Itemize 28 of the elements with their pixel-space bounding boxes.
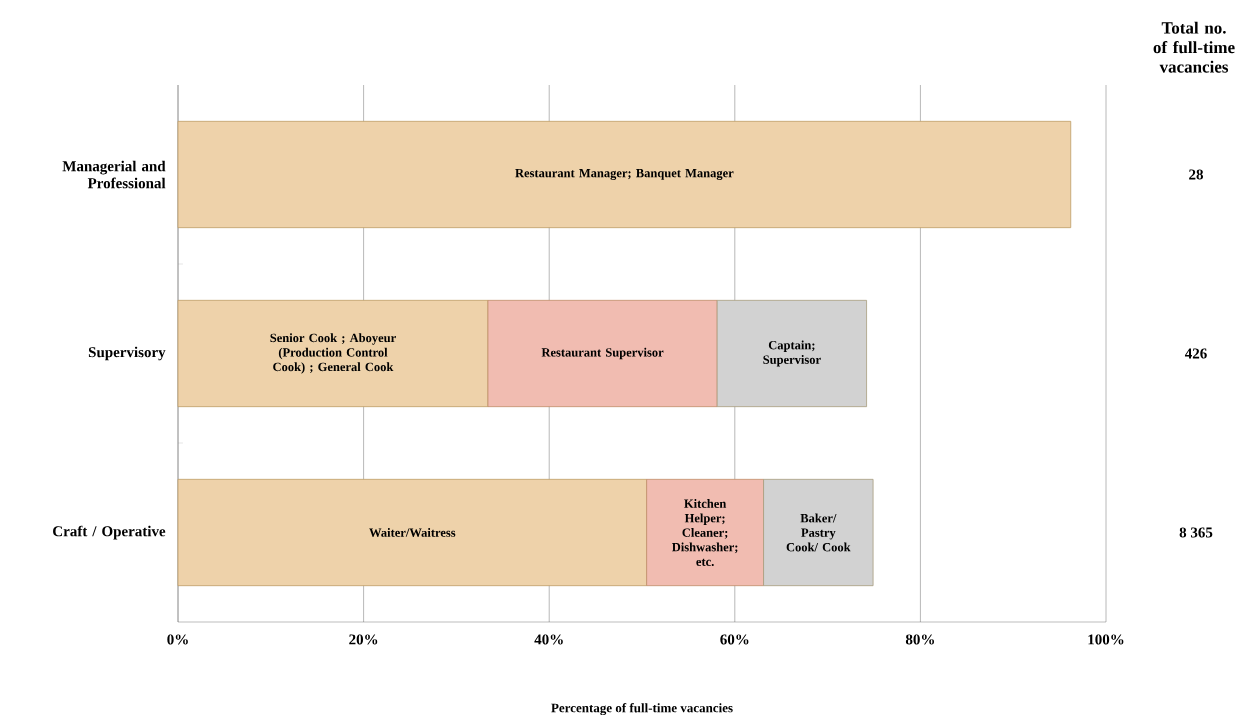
- y-tick-label: Craft / Operative: [53, 525, 166, 540]
- bar: [177, 120, 1072, 229]
- x-tick-label: 100%: [1088, 634, 1124, 645]
- bar: [716, 299, 867, 408]
- data-label: Restaurant Manager; Banquet Manager: [515, 169, 734, 180]
- data-label: Kitchen Helper; Cleaner; Dishwasher; etc.: [671, 499, 738, 566]
- bar: [177, 299, 489, 408]
- data-label: Waiter/Waitress: [369, 528, 456, 537]
- text: 28: [1189, 169, 1204, 180]
- x-tick-label: 0%: [167, 634, 188, 645]
- text: Total no. of full-time vacancies: [1153, 21, 1235, 73]
- data-label: Baker/ Pastry Cook/ Cook: [786, 513, 851, 552]
- x-tick-label: 20%: [349, 634, 378, 645]
- data-label: Captain; Supervisor: [763, 340, 821, 367]
- y-tick-label: Managerial and Professional: [62, 160, 166, 189]
- x-axis-title: Percentage of full-time vacancies: [551, 703, 733, 716]
- bar: [763, 478, 874, 587]
- x-tick-label: 80%: [905, 634, 934, 645]
- data-label: Restaurant Supervisor: [541, 347, 664, 360]
- bar: [487, 299, 718, 408]
- bar: [177, 478, 648, 587]
- y-tick-label: Supervisory: [88, 346, 166, 361]
- text: 8 365: [1179, 527, 1213, 538]
- bar: [646, 478, 764, 587]
- x-tick-label: 60%: [720, 634, 749, 645]
- x-tick-label: 40%: [534, 634, 563, 645]
- text: 426: [1184, 348, 1207, 359]
- data-label: Senior Cook ; Aboyeur (Production Control Cook) ; General Cook: [270, 333, 396, 374]
